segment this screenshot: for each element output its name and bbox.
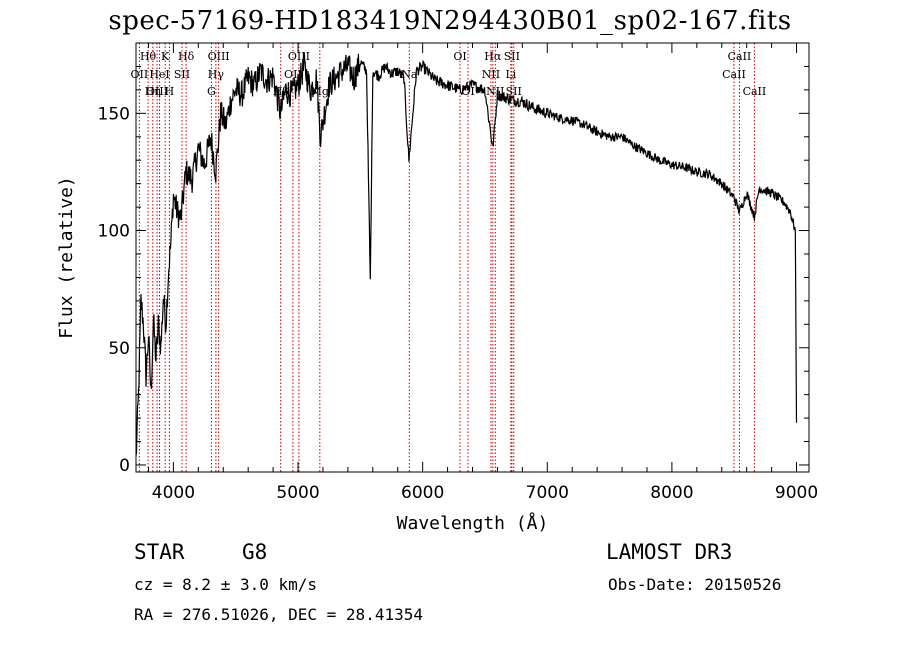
line-mark-label: CaII bbox=[728, 50, 752, 63]
spectrum-line bbox=[135, 52, 798, 456]
line-mark-label: OI bbox=[453, 50, 466, 63]
line-mark-label: G bbox=[207, 85, 216, 98]
x-tick-label: 6000 bbox=[401, 483, 444, 503]
spectrum-layer bbox=[135, 52, 798, 456]
line-mark-label: Hδ bbox=[178, 50, 195, 63]
y-tick-label: 100 bbox=[98, 222, 130, 242]
coordinates: RA = 276.51026, DEC = 28.41354 bbox=[134, 605, 423, 624]
x-tick-label: 8000 bbox=[650, 483, 693, 503]
line-mark-label: SII bbox=[504, 50, 520, 63]
x-tick-label: 5000 bbox=[276, 483, 319, 503]
line-mark-label: Li bbox=[505, 68, 516, 81]
redshift-cz: cz = 8.2 ± 3.0 km/s bbox=[134, 575, 318, 594]
line-mark-label: CaII bbox=[722, 68, 746, 81]
line-mark-label: NII bbox=[482, 68, 500, 81]
y-tick-label: 0 bbox=[119, 456, 130, 476]
object-type: STAR bbox=[134, 540, 185, 564]
object-subclass: G8 bbox=[242, 540, 268, 564]
line-mark-label: Hθ bbox=[140, 50, 157, 63]
plot-frame bbox=[135, 42, 810, 473]
line-mark-label: Na bbox=[401, 68, 418, 81]
survey-name: LAMOST DR3 bbox=[606, 540, 733, 564]
line-mark-label: OII bbox=[131, 68, 149, 81]
line-mark-label: Hγ bbox=[208, 68, 225, 81]
line-mark-label: OIII bbox=[146, 85, 168, 98]
line-mark-label: OIII bbox=[288, 50, 310, 63]
line-mark-label: H bbox=[165, 85, 175, 98]
line-mark-label: SII bbox=[174, 68, 190, 81]
line-mark-label: OIII bbox=[208, 50, 230, 63]
x-tick-label: 9000 bbox=[775, 483, 818, 503]
line-mark-label: HeI bbox=[149, 68, 169, 81]
line-mark-label: CaII bbox=[743, 85, 767, 98]
line-mark-label: SII bbox=[506, 85, 522, 98]
x-tick-label: 7000 bbox=[526, 483, 569, 503]
y-axis-label: Flux (relative) bbox=[56, 176, 77, 339]
line-mark-label: Hα bbox=[484, 50, 502, 63]
x-axis-label: Wavelength (Å) bbox=[397, 512, 549, 534]
chart-title: spec-57169-HD183419N294430B01_sp02-167.f… bbox=[108, 6, 792, 36]
x-tick-label: 4000 bbox=[152, 483, 195, 503]
line-mark-label: Hη bbox=[145, 85, 161, 98]
axes-layer: 4000 5000 6000 7000 8000 9000 0 50 100 150 bbox=[98, 43, 818, 503]
obs-date: Obs-Date: 20150526 bbox=[608, 575, 782, 594]
line-mark-label: K bbox=[161, 50, 170, 63]
y-tick-label: 150 bbox=[98, 104, 130, 124]
y-tick-label: 50 bbox=[108, 339, 130, 359]
